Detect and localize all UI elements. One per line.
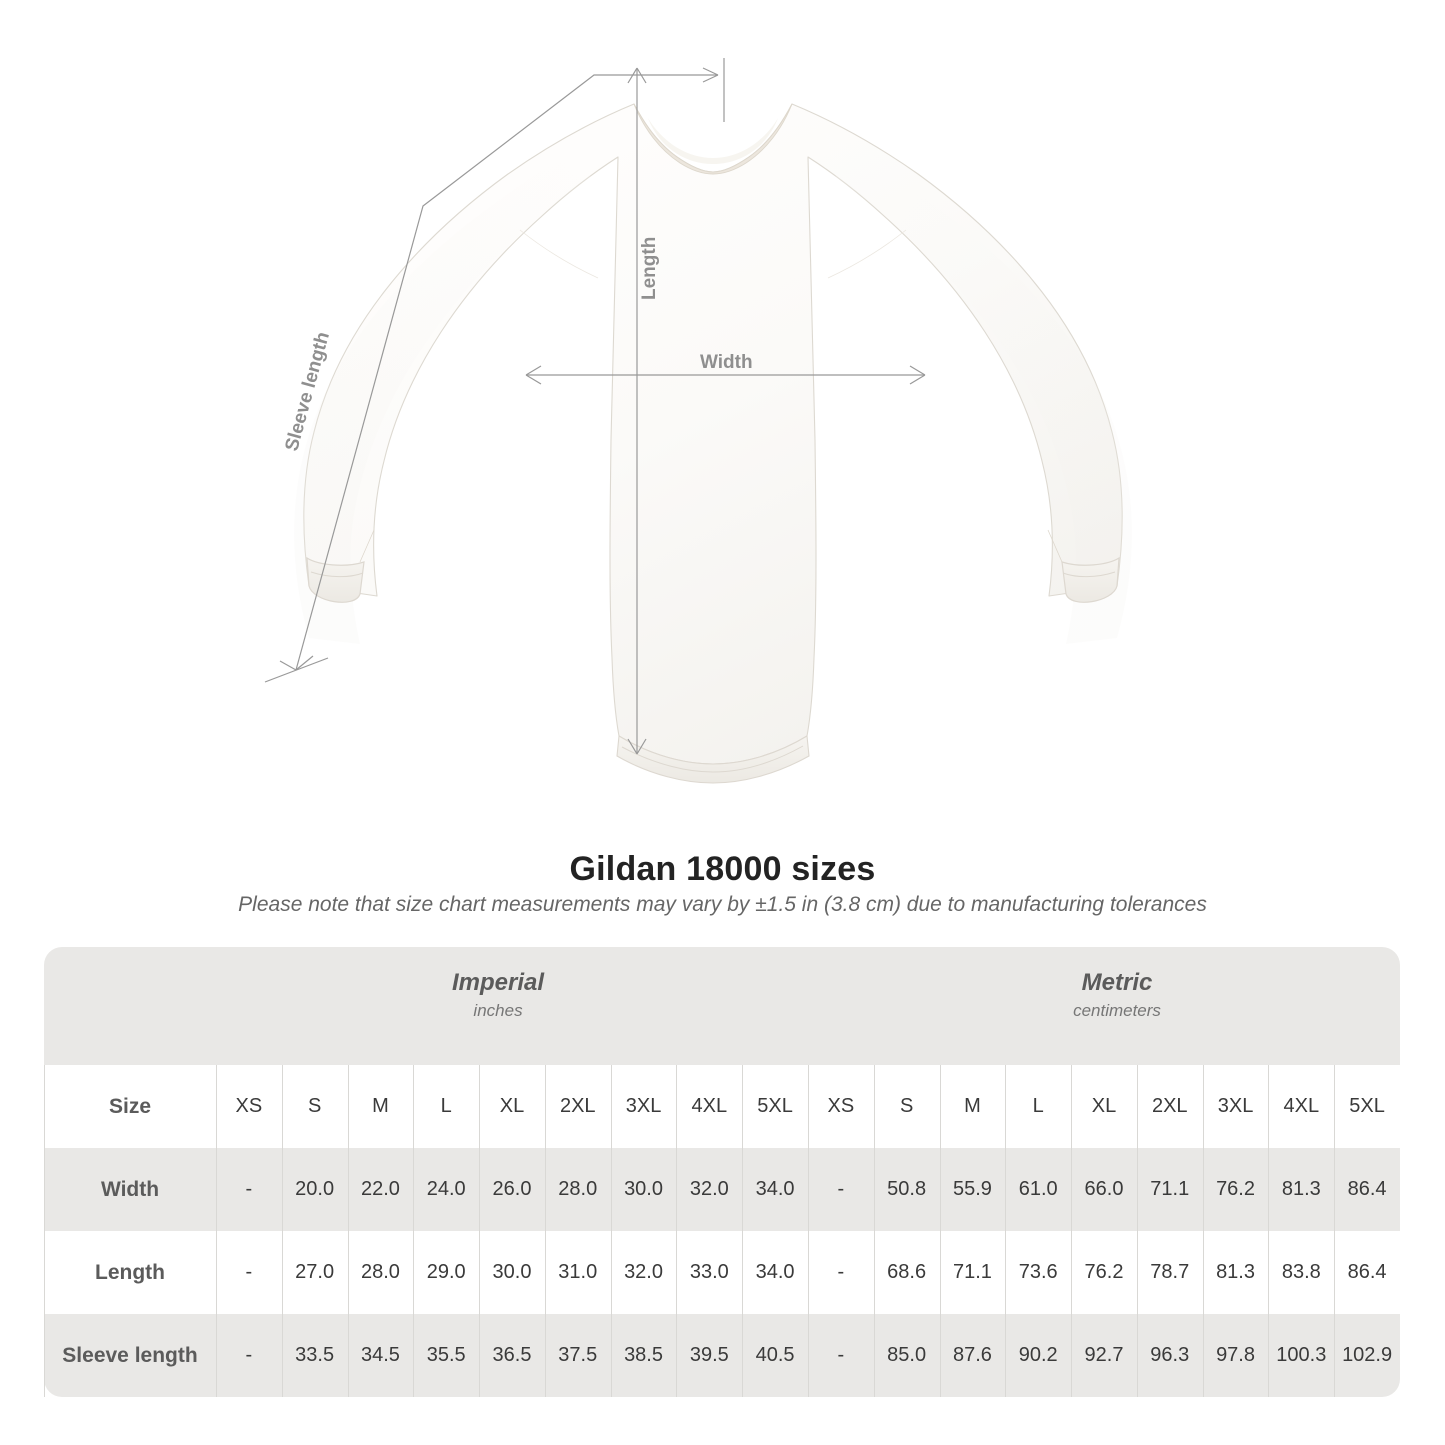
svg-text:Width: Width bbox=[700, 352, 753, 373]
svg-text:Length: Length bbox=[639, 237, 660, 300]
